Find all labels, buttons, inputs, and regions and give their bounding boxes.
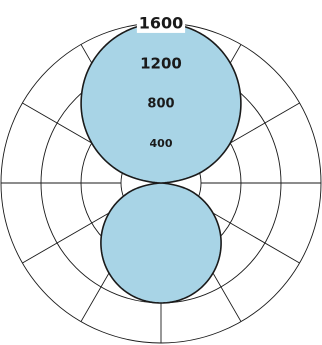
tick-label-bg-1200 [138, 53, 184, 73]
pattern-series-0 [80, 22, 242, 304]
tick-label-bg-1600 [136, 13, 186, 33]
tick-label-bg-800 [145, 94, 177, 112]
tick-label-bg-400 [147, 136, 175, 150]
radial-tick-label-400: 400 [150, 137, 173, 150]
polar-pattern [80, 22, 242, 304]
radial-tick-labels: 400 800 1200 1600 [136, 13, 186, 150]
radial-tick-label-1600: 1600 [139, 14, 184, 33]
radial-tick-label-1200: 1200 [140, 55, 182, 73]
radial-tick-label-800: 800 [147, 97, 174, 112]
